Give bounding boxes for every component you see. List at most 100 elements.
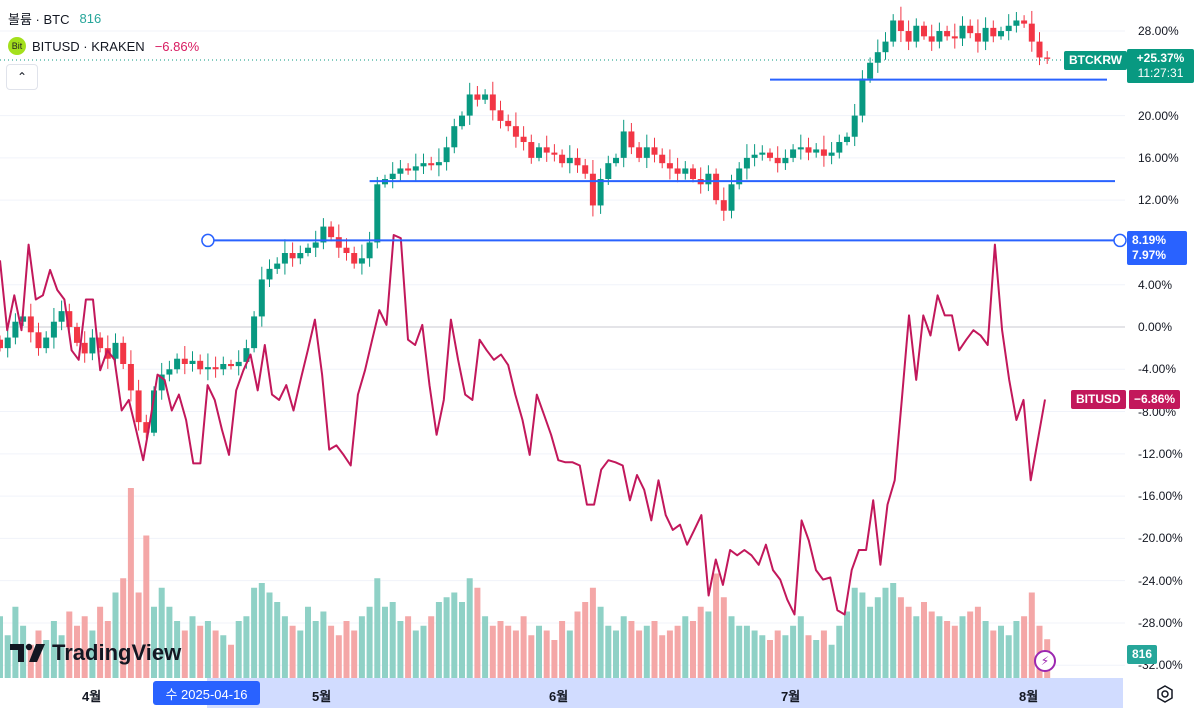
collapse-legend-button[interactable]: ⌃ — [6, 64, 38, 90]
volume-bar — [428, 616, 435, 678]
volume-bar — [158, 587, 165, 678]
candle-body — [43, 337, 50, 349]
candle-body — [212, 367, 219, 370]
candle-body — [281, 253, 288, 264]
volume-bar — [274, 602, 281, 678]
candle-body — [389, 173, 396, 180]
y-tick-label: -12.00% — [1138, 446, 1183, 461]
volume-bar — [297, 630, 304, 678]
candle-body — [512, 126, 519, 137]
candle-body — [851, 115, 858, 137]
volume-bar — [767, 640, 773, 678]
volume-bar — [4, 635, 11, 678]
volume-bar — [543, 630, 550, 678]
drawing-handle — [1113, 233, 1127, 248]
bitusd-series-line — [0, 234, 1046, 616]
y-tick-label: -28.00% — [1138, 615, 1183, 630]
candle-body — [266, 268, 273, 280]
candle-body — [713, 173, 720, 201]
volume-bar — [305, 606, 311, 678]
volume-bar — [358, 616, 365, 678]
bitusd-line — [0, 234, 1046, 616]
tradingview-logo[interactable]: TradingView — [10, 640, 181, 666]
volume-bar — [998, 625, 1004, 678]
volume-bar — [867, 606, 874, 678]
volume-bar — [628, 621, 635, 678]
candle-body — [520, 136, 527, 143]
candle-body — [628, 131, 635, 148]
candle-body — [651, 147, 658, 155]
candle-body — [743, 157, 750, 169]
month-label: 8월 — [1019, 689, 1039, 704]
volume-bar — [728, 616, 735, 678]
btckrw-price-tag: +25.37% 11:27:31 — [1127, 49, 1194, 83]
drawing-value-2: 7.97% — [1132, 248, 1167, 262]
candle-body — [1013, 20, 1020, 26]
drawings[interactable] — [201, 78, 1127, 248]
candle-body — [728, 184, 735, 211]
candle-body — [805, 147, 812, 153]
candle-body — [412, 166, 419, 171]
candle-body — [35, 332, 42, 349]
candle-body — [174, 358, 181, 370]
settings-gear-icon[interactable] — [1155, 684, 1175, 704]
volume-legend-value: 816 — [79, 11, 102, 26]
chevron-up-icon: ⌃ — [16, 70, 28, 84]
btckrw-value: +25.37% — [1136, 51, 1185, 65]
volume-bar — [435, 602, 442, 678]
volume-bar — [482, 616, 489, 678]
volume-bar — [613, 630, 619, 678]
volume-bar — [97, 606, 104, 678]
volume-bar — [813, 640, 820, 678]
volume-bar — [58, 635, 65, 678]
candle-body — [305, 247, 311, 254]
volume-bar — [1005, 635, 1012, 678]
candle-body — [320, 226, 327, 243]
candle-body — [297, 253, 304, 259]
volume-bar — [921, 602, 927, 678]
volume-bar — [266, 592, 273, 678]
volume-bar — [882, 587, 889, 678]
volume-bar — [782, 635, 789, 678]
volume-bar — [1013, 621, 1020, 678]
candle-body — [720, 200, 727, 211]
candle-body — [666, 163, 673, 169]
volume-bar — [420, 625, 427, 678]
y-tick-label: -24.00% — [1138, 573, 1183, 588]
volume-bar — [312, 621, 319, 678]
candle-body — [112, 342, 119, 359]
y-tick-label: 0.00% — [1138, 320, 1173, 334]
volume-bar — [151, 606, 157, 678]
candle-body — [4, 337, 11, 349]
candle-body — [543, 147, 550, 153]
volume-bar — [520, 616, 527, 678]
candle-body — [759, 152, 766, 155]
volume-bar — [936, 616, 943, 678]
bar-countdown: 11:27:31 — [1137, 66, 1184, 80]
candle-body — [420, 163, 427, 167]
candle-body — [335, 237, 342, 248]
volume-bar — [289, 625, 296, 678]
drawing-value-1: 8.19% — [1132, 233, 1167, 247]
drawing-price-tag: 8.19% 7.97% — [1127, 231, 1187, 265]
candle-body — [944, 31, 951, 37]
candle-body — [613, 157, 619, 164]
candle-body — [982, 27, 989, 42]
lightning-icon[interactable]: ⚡ — [1034, 650, 1056, 672]
candle-body — [959, 25, 966, 39]
volume-bar — [120, 578, 127, 678]
volume-bar — [104, 621, 111, 678]
candles — [0, 6, 1051, 439]
candle-body — [859, 78, 866, 116]
candle-body — [736, 168, 743, 185]
compare-legend[interactable]: Bit BITUSD · KRAKEN −6.86% — [8, 37, 199, 55]
volume-bar — [366, 606, 373, 678]
volume-bar — [620, 616, 627, 678]
volume-bar — [343, 621, 350, 678]
candle-body — [1005, 25, 1012, 32]
candle-body — [343, 247, 350, 254]
volume-bar — [743, 625, 750, 678]
candle-body — [474, 94, 481, 100]
volume-bar — [674, 625, 681, 678]
